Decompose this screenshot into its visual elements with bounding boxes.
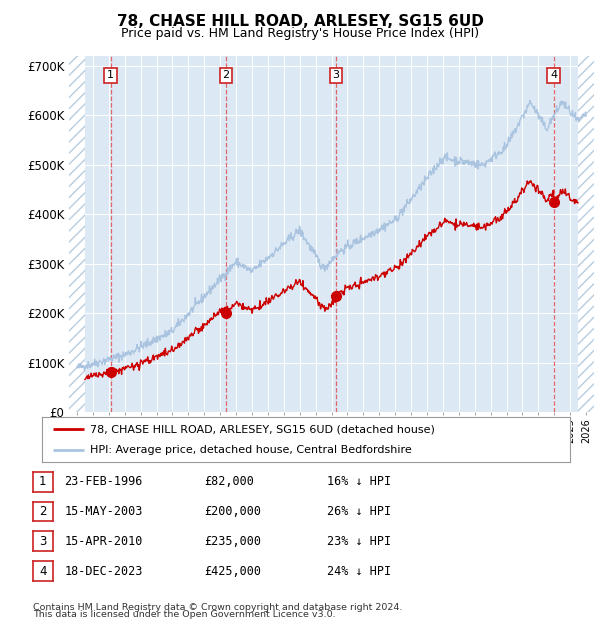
Text: 4: 4 [550,71,557,81]
Text: 3: 3 [332,71,340,81]
Text: £235,000: £235,000 [204,535,261,547]
Text: 1: 1 [39,476,47,488]
Text: 15-APR-2010: 15-APR-2010 [64,535,143,547]
Text: 1: 1 [107,71,114,81]
Text: 3: 3 [39,535,47,547]
Text: 2: 2 [39,505,47,518]
Text: 4: 4 [39,565,47,577]
Text: £82,000: £82,000 [204,476,254,488]
Text: £425,000: £425,000 [204,565,261,577]
Text: £200,000: £200,000 [204,505,261,518]
Text: HPI: Average price, detached house, Central Bedfordshire: HPI: Average price, detached house, Cent… [89,445,411,455]
Text: 78, CHASE HILL ROAD, ARLESEY, SG15 6UD (detached house): 78, CHASE HILL ROAD, ARLESEY, SG15 6UD (… [89,424,434,435]
Text: 15-MAY-2003: 15-MAY-2003 [64,505,143,518]
Text: 18-DEC-2023: 18-DEC-2023 [64,565,143,577]
Text: This data is licensed under the Open Government Licence v3.0.: This data is licensed under the Open Gov… [33,610,335,619]
Text: Price paid vs. HM Land Registry's House Price Index (HPI): Price paid vs. HM Land Registry's House … [121,27,479,40]
Text: 16% ↓ HPI: 16% ↓ HPI [327,476,391,488]
Text: 23-FEB-1996: 23-FEB-1996 [64,476,143,488]
Text: Contains HM Land Registry data © Crown copyright and database right 2024.: Contains HM Land Registry data © Crown c… [33,603,403,612]
Text: 2: 2 [223,71,230,81]
Text: 26% ↓ HPI: 26% ↓ HPI [327,505,391,518]
Text: 24% ↓ HPI: 24% ↓ HPI [327,565,391,577]
Text: 23% ↓ HPI: 23% ↓ HPI [327,535,391,547]
Text: 78, CHASE HILL ROAD, ARLESEY, SG15 6UD: 78, CHASE HILL ROAD, ARLESEY, SG15 6UD [116,14,484,29]
